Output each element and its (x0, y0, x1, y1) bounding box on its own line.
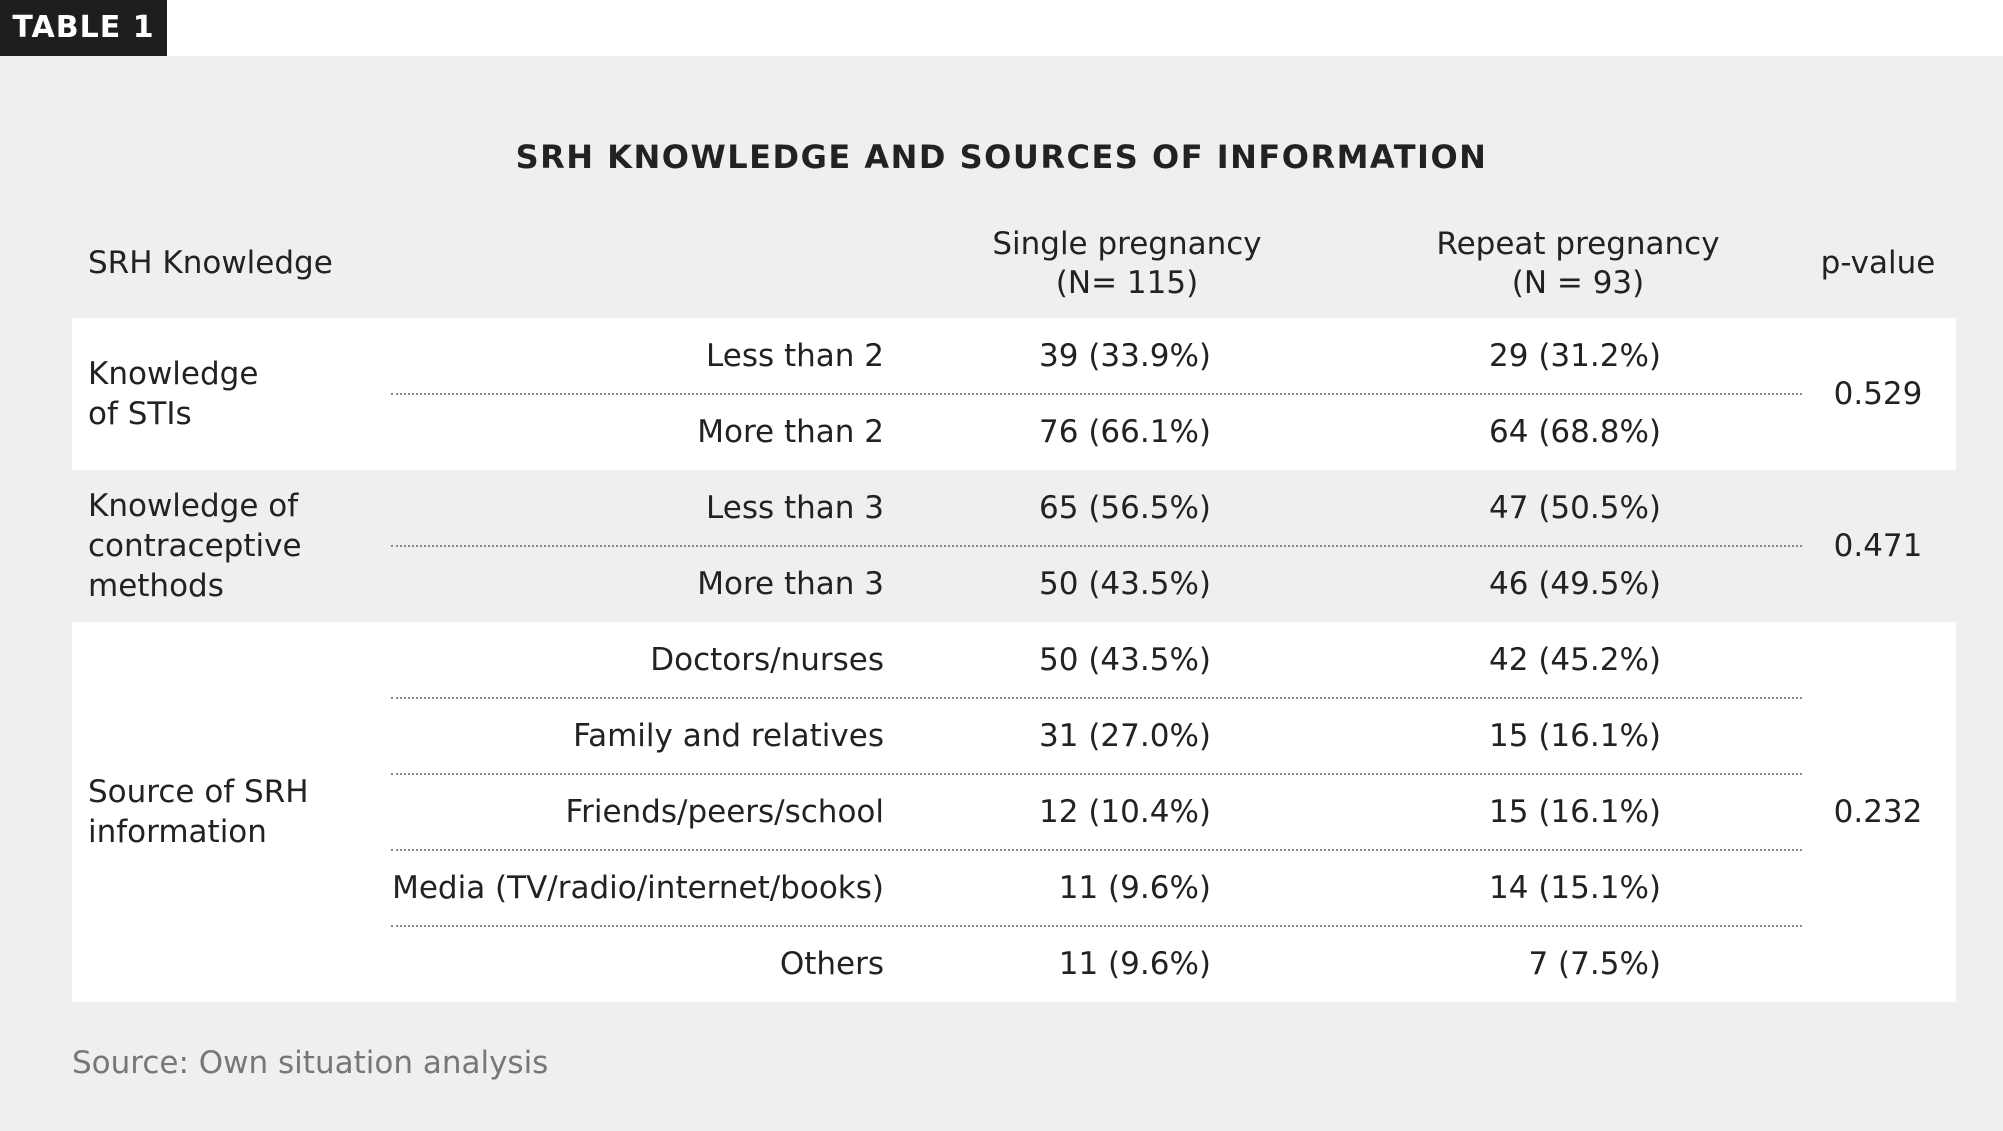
cell: 42 (45.2%) (1489, 642, 1661, 678)
cell: 15 (16.1%) (1489, 718, 1661, 754)
row-label: Family and relatives (573, 718, 884, 754)
cell: 31 (27.0%) (1039, 718, 1211, 754)
group-label: methods (88, 568, 224, 604)
header-cell: p-value (1820, 245, 1936, 281)
row-divider (391, 393, 1802, 395)
row-label: Others (779, 946, 884, 982)
cell: 76 (66.1%) (1039, 414, 1211, 450)
group-label: Source of SRH (88, 774, 309, 810)
cell: 12 (10.4%) (1039, 794, 1211, 830)
group-label: of STIs (88, 396, 192, 432)
cell: 11 (9.6%) (1058, 946, 1211, 982)
cell: 14 (15.1%) (1489, 870, 1661, 906)
cell: 50 (43.5%) (1039, 642, 1211, 678)
cell: 50 (43.5%) (1039, 566, 1211, 602)
group-label: information (88, 814, 267, 850)
cell: 47 (50.5%) (1489, 490, 1661, 526)
cell: 7 (7.5%) (1528, 946, 1661, 982)
header-cell: Repeat pregnancy (1436, 226, 1720, 262)
p-value: 0.471 (1833, 528, 1923, 564)
row-divider (391, 925, 1802, 927)
badge: TABLE 1 (0, 0, 167, 56)
row-divider (391, 697, 1802, 699)
cell: 39 (33.9%) (1039, 338, 1211, 374)
cell: 11 (9.6%) (1058, 870, 1211, 906)
p-value: 0.232 (1833, 794, 1923, 830)
group-label: Knowledge of (88, 488, 299, 524)
header-cell: Single pregnancy (992, 226, 1262, 262)
group-label: Knowledge (88, 356, 259, 392)
cell: 15 (16.1%) (1489, 794, 1661, 830)
row-label: More than 2 (697, 414, 884, 450)
table-title: SRH KNOWLEDGE AND SOURCES OF INFORMATION (515, 138, 1488, 176)
row-divider (391, 545, 1802, 547)
cell: 64 (68.8%) (1489, 414, 1661, 450)
cell: 65 (56.5%) (1039, 490, 1211, 526)
row-label: More than 3 (697, 566, 884, 602)
row-band (72, 622, 1956, 1002)
cell: 46 (49.5%) (1489, 566, 1661, 602)
row-label: Friends/peers/school (565, 794, 884, 830)
row-label: Doctors/nurses (650, 642, 884, 678)
header-cell: (N = 93) (1511, 265, 1645, 301)
header-cell: SRH Knowledge (88, 245, 333, 281)
source-note: Source: Own situation analysis (72, 1045, 549, 1081)
row-label: Less than 3 (706, 490, 884, 526)
row-divider (391, 849, 1802, 851)
row-label: Media (TV/radio/internet/books) (392, 870, 884, 906)
header-cell: (N= 115) (1055, 265, 1199, 301)
row-label: Less than 2 (706, 338, 884, 374)
cell: 29 (31.2%) (1489, 338, 1661, 374)
p-value: 0.529 (1833, 376, 1923, 412)
group-label: contraceptive (88, 528, 302, 564)
row-divider (391, 773, 1802, 775)
